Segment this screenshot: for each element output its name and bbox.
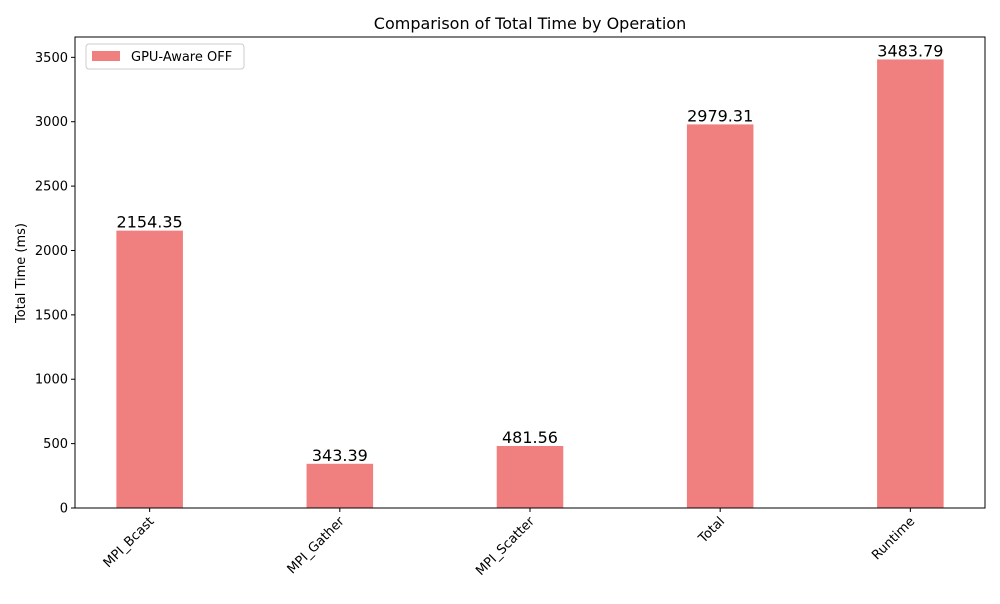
x-tick-label: MPI_Scatter (473, 514, 538, 579)
data-label: 481.56 (502, 428, 558, 447)
data-label: 3483.79 (877, 41, 943, 60)
plot-frame (74, 36, 986, 509)
data-label: 2979.31 (687, 106, 753, 125)
y-tick-label: 2000 (35, 244, 68, 259)
x-tick-label: Runtime (869, 514, 918, 563)
y-tick-label: 3500 (35, 51, 68, 66)
bar-MPI_Gather (306, 463, 374, 508)
y-tick-label: 3000 (35, 115, 68, 130)
bar-Runtime (877, 59, 944, 508)
y-tick-label: 0 (60, 502, 68, 517)
data-label: 2154.35 (117, 213, 183, 232)
bar-Total (686, 124, 754, 509)
legend-box (85, 43, 245, 70)
data-label: 343.39 (312, 446, 368, 465)
legend: GPU-Aware OFF (85, 43, 245, 70)
y-tick-label: 2500 (35, 180, 68, 195)
x-tick-label: MPI_Gather (285, 514, 348, 577)
legend-label: GPU-Aware OFF (131, 50, 232, 65)
legend-swatch (92, 51, 120, 61)
y-tick-label: 500 (43, 437, 68, 452)
bar-MPI_Scatter (496, 445, 564, 508)
y-tick-label: 1500 (35, 308, 68, 323)
y-tick-label: 1000 (35, 373, 68, 388)
x-tick-label: Total (695, 514, 728, 547)
x-tick-label: MPI_Bcast (101, 514, 158, 571)
y-axis-label: Total Time (ms) (14, 223, 29, 324)
chart-title: Comparison of Total Time by Operation (374, 14, 686, 33)
bar-MPI_Bcast (116, 230, 183, 509)
